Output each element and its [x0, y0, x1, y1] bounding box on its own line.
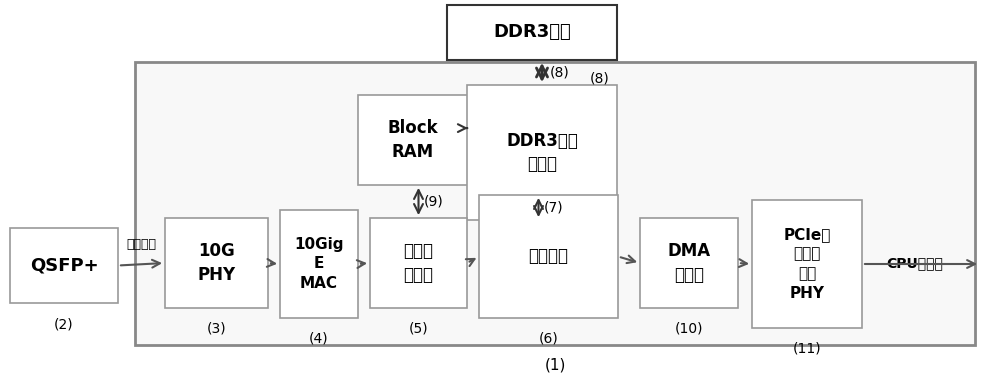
Text: (10): (10): [675, 322, 703, 336]
Text: (2): (2): [54, 317, 74, 331]
Text: (4): (4): [309, 332, 329, 346]
Bar: [752, 200, 862, 328]
Text: (6): (6): [539, 332, 558, 346]
Text: (7): (7): [544, 200, 563, 214]
Text: DDR3内存: DDR3内存: [493, 23, 571, 42]
Text: 市场数据: 市场数据: [126, 239, 156, 251]
Bar: [165, 218, 268, 308]
Text: (8): (8): [550, 65, 570, 79]
Bar: [479, 195, 618, 318]
Text: DDR3内存
控制器: DDR3内存 控制器: [506, 132, 578, 173]
Bar: [10, 228, 118, 303]
Bar: [640, 218, 738, 308]
Text: 市场数
据解析: 市场数 据解析: [404, 242, 434, 284]
Text: 10G
PHY: 10G PHY: [197, 242, 236, 284]
Text: Block
RAM: Block RAM: [388, 119, 438, 161]
Text: CPU及内存: CPU及内存: [887, 256, 943, 270]
Text: (8): (8): [590, 72, 610, 86]
Text: 盘口数据: 盘口数据: [528, 248, 568, 265]
Text: (3): (3): [207, 322, 226, 336]
Bar: [358, 95, 468, 185]
Bar: [370, 218, 467, 308]
Bar: [280, 210, 358, 318]
Text: PCIe总
线控制
器及
PHY: PCIe总 线控制 器及 PHY: [783, 227, 831, 301]
Bar: [467, 85, 617, 220]
Text: 10Gig
E
MAC: 10Gig E MAC: [294, 237, 344, 291]
Text: QSFP+: QSFP+: [30, 257, 98, 274]
Text: DMA
控制器: DMA 控制器: [667, 242, 711, 284]
Text: (1): (1): [544, 358, 566, 373]
Bar: [447, 5, 617, 60]
Bar: [135, 62, 975, 345]
Text: (11): (11): [793, 342, 821, 356]
Text: (9): (9): [424, 195, 443, 209]
Text: (5): (5): [409, 322, 428, 336]
